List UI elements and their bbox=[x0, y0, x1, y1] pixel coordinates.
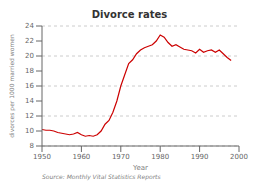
svg-text:Year: Year bbox=[132, 164, 148, 172]
svg-text:18: 18 bbox=[25, 67, 34, 75]
svg-text:16: 16 bbox=[25, 82, 34, 90]
svg-text:8: 8 bbox=[30, 142, 34, 150]
svg-text:divorces per 1000 married wome: divorces per 1000 married women bbox=[8, 34, 16, 138]
svg-text:20: 20 bbox=[25, 52, 34, 60]
svg-text:1990: 1990 bbox=[191, 153, 209, 161]
svg-text:22: 22 bbox=[25, 37, 34, 45]
svg-text:1970: 1970 bbox=[112, 153, 130, 161]
svg-text:12: 12 bbox=[25, 112, 34, 120]
svg-text:1980: 1980 bbox=[151, 153, 169, 161]
svg-text:2000: 2000 bbox=[230, 153, 248, 161]
svg-text:14: 14 bbox=[25, 97, 34, 105]
html-text:Source: Monthly Vital Statisti: Source: Monthly Vital Statistics Reports bbox=[42, 173, 161, 180]
svg-text:1960: 1960 bbox=[72, 153, 90, 161]
svg-text:1950: 1950 bbox=[33, 153, 51, 161]
html-text:Divorce rates: Divorce rates bbox=[91, 9, 168, 20]
svg-text:10: 10 bbox=[25, 127, 34, 135]
svg-text:24: 24 bbox=[25, 22, 34, 30]
